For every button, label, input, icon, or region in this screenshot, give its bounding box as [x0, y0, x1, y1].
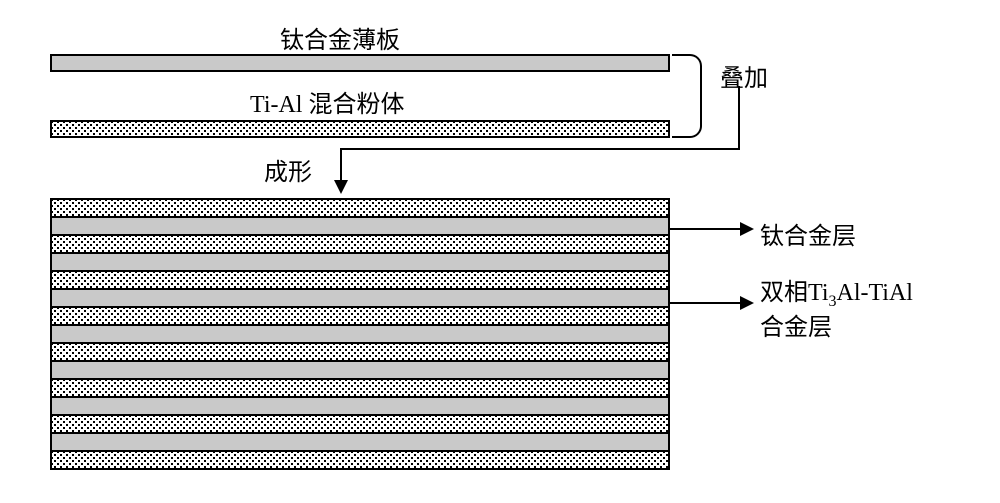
- stack-layer: [52, 324, 668, 342]
- stack-layer: [52, 432, 668, 450]
- dualphase-text-1b: Al-TiAl: [836, 280, 912, 306]
- stack-layer: [52, 414, 668, 432]
- titanium-layer-arrow-line: [670, 228, 742, 230]
- stack-layer: [52, 360, 668, 378]
- process-diagram: 钛合金薄板 Ti-Al 混合粉体 叠加 成形 钛合金层: [20, 20, 980, 483]
- stack-layer: [52, 200, 668, 216]
- titanium-sheet-bar: [50, 54, 670, 72]
- stack-layer: [52, 288, 668, 306]
- layer-stack: [50, 198, 670, 470]
- flow-line-1: [738, 86, 740, 150]
- flow-arrowhead-down: [334, 180, 348, 194]
- flow-line-2: [340, 148, 740, 150]
- stack-layer: [52, 270, 668, 288]
- stack-layer: [52, 396, 668, 414]
- stack-bracket: [672, 54, 702, 138]
- stack-layer: [52, 234, 668, 252]
- tial-powder-label: Ti-Al 混合粉体: [250, 84, 404, 119]
- dualphase-arrow-head: [740, 296, 754, 310]
- dualphase-arrow-line: [670, 302, 742, 304]
- titanium-sheet-label: 钛合金薄板: [280, 20, 400, 55]
- dualphase-text-2: 合金层: [760, 315, 832, 341]
- stack-layer: [52, 306, 668, 324]
- stack-layer: [52, 450, 668, 468]
- stack-layer: [52, 252, 668, 270]
- stack-layer: [52, 378, 668, 396]
- dualphase-layer-label: 双相Ti3Al-TiAl 合金层: [760, 278, 913, 344]
- dualphase-text-1: 双相Ti: [760, 280, 828, 306]
- stack-action-label: 叠加: [720, 58, 768, 93]
- forming-label: 成形: [264, 152, 312, 187]
- stack-layer: [52, 342, 668, 360]
- titanium-layer-arrow-head: [740, 222, 754, 236]
- titanium-layer-label: 钛合金层: [760, 216, 856, 251]
- flow-line-3: [340, 148, 342, 182]
- tial-powder-bar: [50, 120, 670, 138]
- stack-layer: [52, 216, 668, 234]
